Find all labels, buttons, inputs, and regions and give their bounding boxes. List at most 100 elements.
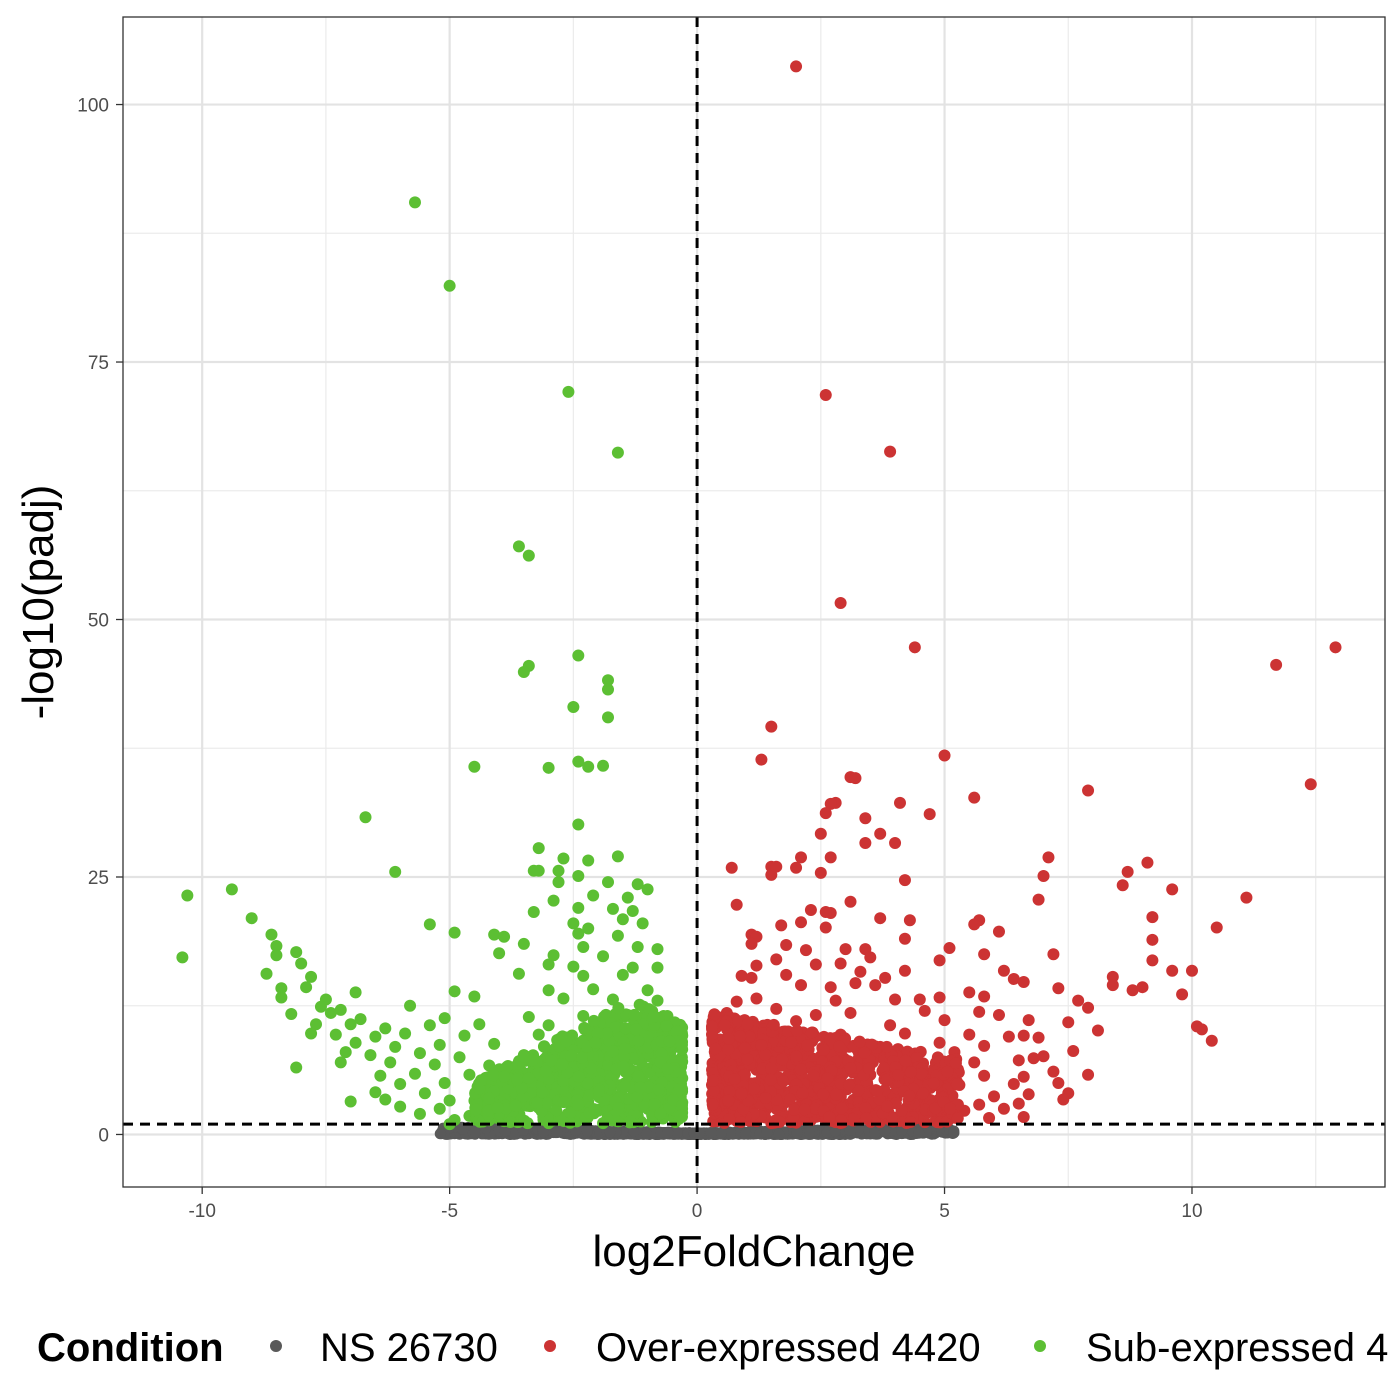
sub-expressed-point [597,950,610,963]
over-expressed-point [933,1036,946,1049]
over-expressed-point [943,942,956,955]
sub-expressed-point [632,1035,645,1048]
plot-panel-background [123,17,1385,1187]
over-expressed-point [738,1042,751,1055]
over-expressed-point [1072,994,1085,1007]
over-expressed-point [707,1084,720,1097]
over-expressed-point [796,1086,809,1099]
over-expressed-point [849,977,862,990]
over-expressed-point [1141,856,1154,869]
y-tick-label: 50 [88,611,109,632]
sub-expressed-point [660,1020,673,1033]
sub-expressed-point [572,1070,585,1083]
sub-expressed-point [428,1058,441,1071]
sub-expressed-point [572,1098,585,1111]
y-tick-label: 75 [88,353,109,374]
y-tick-label: 25 [88,868,109,889]
ns-point [773,1128,785,1140]
sub-expressed-point [599,1093,612,1106]
ns-point [581,1125,593,1137]
sub-expressed-point [611,929,624,942]
over-expressed-point [963,986,976,999]
over-expressed-point [992,1009,1005,1022]
over-expressed-point [708,1008,721,1021]
sub-expressed-point [641,883,654,896]
over-expressed-point [764,1073,777,1086]
ns-point [640,1128,652,1140]
legend-label-sub-expressed: Sub-expressed 4 [1086,1326,1388,1370]
over-expressed-point [834,957,847,970]
over-expressed-point [904,1066,917,1079]
sub-expressed-point [557,992,570,1005]
over-expressed-point [824,1033,837,1046]
ns-point [724,1127,736,1139]
over-expressed-point [775,919,788,932]
over-expressed-point [725,861,738,874]
legend-key-over-expressed [544,1340,556,1352]
sub-expressed-point [488,928,501,941]
over-expressed-point [722,1043,735,1056]
over-expressed-point [863,1062,876,1075]
sub-expressed-point [374,1069,387,1082]
over-expressed-point [706,1074,719,1087]
over-expressed-point [889,993,902,1006]
over-expressed-point [819,388,832,401]
sub-expressed-point [290,946,303,959]
sub-expressed-point [344,1018,357,1031]
sub-expressed-point [577,969,590,982]
sub-expressed-point [670,1026,683,1039]
sub-expressed-point [652,1083,665,1096]
reference-lines [123,17,1385,1187]
over-expressed-point [1047,948,1060,961]
over-expressed-point [1012,1054,1025,1067]
over-expressed-point [1017,1029,1030,1042]
sub-expressed-point [488,1037,501,1050]
over-expressed-point [1082,1068,1095,1081]
sub-expressed-point [314,1000,327,1013]
over-expressed-point [1017,1070,1030,1083]
over-expressed-point [743,1030,756,1043]
over-expressed-point [1106,970,1119,983]
over-expressed-point [938,1014,951,1027]
sub-expressed-point [587,1014,600,1027]
sub-expressed-point [468,990,481,1003]
sub-expressed-point [517,937,530,950]
over-expressed-point [949,1057,962,1070]
ns-point [715,1127,727,1139]
sub-expressed-point [305,1027,318,1040]
sub-expressed-point [616,968,629,981]
sub-expressed-point [482,1092,495,1105]
over-expressed-point [1185,964,1198,977]
over-expressed-point [846,1112,859,1125]
over-expressed-point [1146,911,1159,924]
sub-expressed-point [339,1046,352,1059]
sub-expressed-point [509,1099,522,1112]
over-expressed-point [1037,869,1050,882]
sub-expressed-point [408,196,421,209]
y-tick-label: 100 [77,96,109,117]
sub-expressed-point [522,1072,535,1085]
over-expressed-point [785,1036,798,1049]
sub-expressed-point [433,1038,446,1051]
sub-expressed-point [577,1010,590,1023]
sub-expressed-point [536,1086,549,1099]
over-expressed-point [830,1088,843,1101]
x-tick-label: 5 [939,1201,950,1222]
over-expressed-point [1329,641,1342,654]
over-expressed-point [755,1039,768,1052]
over-expressed-point [1146,954,1159,967]
over-expressed-point [978,990,991,1003]
sub-expressed-point [606,902,619,915]
over-expressed-point [728,1072,741,1085]
sub-expressed-point [542,1019,555,1032]
over-expressed-point [898,874,911,887]
over-expressed-point [978,948,991,961]
sub-expressed-point [602,876,615,889]
over-expressed-point [824,797,837,810]
sub-expressed-point [482,1104,495,1117]
sub-expressed-point [626,961,639,974]
sub-expressed-point [651,961,664,974]
sub-expressed-point [270,949,283,962]
over-expressed-point [817,1088,830,1101]
